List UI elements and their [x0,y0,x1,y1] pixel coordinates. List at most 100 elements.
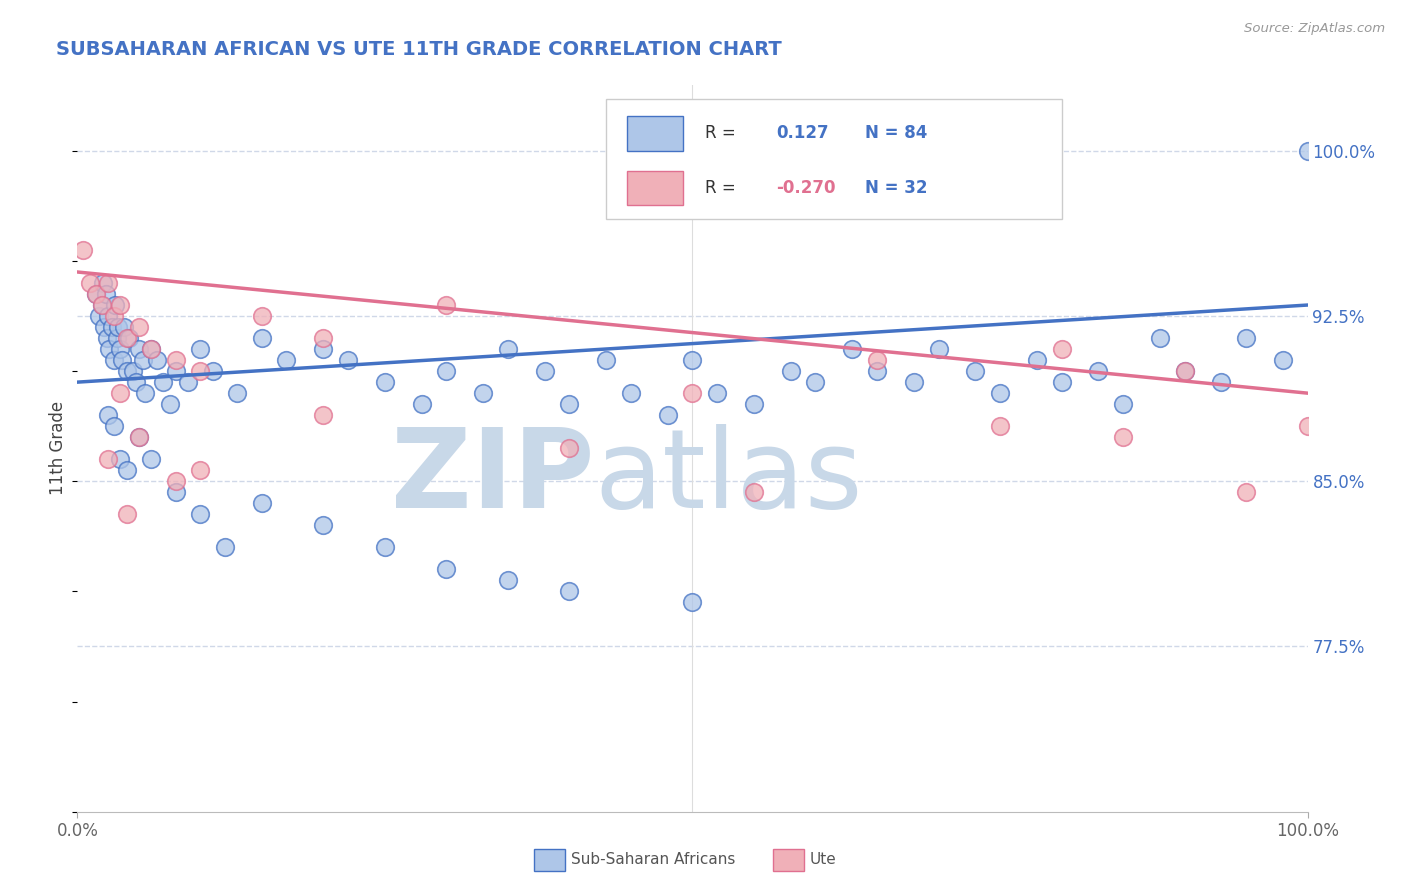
Point [337,353,360,368]
Point [84,287,107,301]
Point [657,408,679,422]
Point [1296,419,1319,434]
Text: Ute: Ute [810,853,837,867]
Text: N = 84: N = 84 [865,125,927,143]
Point [866,364,889,378]
Point [436,562,458,576]
Text: 0.127: 0.127 [776,125,828,143]
Point [374,375,396,389]
Text: atlas: atlas [595,424,862,531]
Point [250,309,273,323]
Point [146,353,169,368]
Point [97,276,120,290]
Point [111,353,134,368]
Point [190,364,212,378]
Point [558,442,581,455]
Point [128,320,150,334]
Point [141,342,163,356]
Point [1234,331,1257,345]
Point [165,364,187,378]
Point [118,331,141,345]
Point [165,485,187,500]
Point [97,309,120,323]
Point [1050,342,1073,356]
Point [90,298,114,312]
Point [1112,430,1135,444]
Point [411,397,433,411]
Point [128,342,150,356]
Point [1149,331,1171,345]
Y-axis label: 11th Grade: 11th Grade [49,401,67,495]
Point [97,452,120,467]
Text: ZIP: ZIP [391,424,595,531]
Point [866,353,889,368]
Point [250,331,273,345]
Point [115,463,138,477]
Point [115,508,138,522]
Point [134,386,156,401]
Point [93,320,115,334]
Point [72,243,94,257]
Point [131,353,153,368]
Text: R =: R = [704,179,741,197]
FancyBboxPatch shape [627,170,683,205]
Point [496,574,519,588]
Point [620,386,643,401]
Point [214,541,236,555]
Text: Source: ZipAtlas.com: Source: ZipAtlas.com [1244,22,1385,36]
Point [965,364,987,378]
Point [472,386,495,401]
Point [104,298,127,312]
FancyBboxPatch shape [606,99,1062,219]
Point [1174,364,1197,378]
Text: N = 32: N = 32 [865,179,927,197]
Point [988,386,1011,401]
Point [128,430,150,444]
Point [436,298,458,312]
Point [682,353,704,368]
Point [141,342,163,356]
Point [1112,397,1135,411]
Point [276,353,298,368]
Point [558,584,581,599]
Point [988,419,1011,434]
Point [1272,353,1295,368]
Point [103,419,125,434]
Point [1050,375,1073,389]
Point [1211,375,1233,389]
Point [110,452,132,467]
Point [558,397,581,411]
Point [706,386,728,401]
Point [841,342,863,356]
Point [103,309,125,323]
Point [742,485,765,500]
Point [312,342,335,356]
Point [90,298,114,312]
Point [312,408,335,422]
Point [159,397,181,411]
Point [190,508,212,522]
Text: -0.270: -0.270 [776,179,835,197]
Point [682,386,704,401]
Point [496,342,519,356]
Point [96,331,118,345]
Point [374,541,396,555]
Point [110,386,132,401]
Point [1026,353,1049,368]
Point [928,342,950,356]
Point [1234,485,1257,500]
Point [226,386,249,401]
Point [595,353,617,368]
Point [115,331,138,345]
Point [110,298,132,312]
Point [94,287,117,301]
Point [98,342,121,356]
Point [105,331,128,345]
Point [128,430,150,444]
Point [190,463,212,477]
Point [436,364,458,378]
Point [152,375,174,389]
Point [1296,144,1319,158]
Point [804,375,827,389]
Point [1174,364,1197,378]
